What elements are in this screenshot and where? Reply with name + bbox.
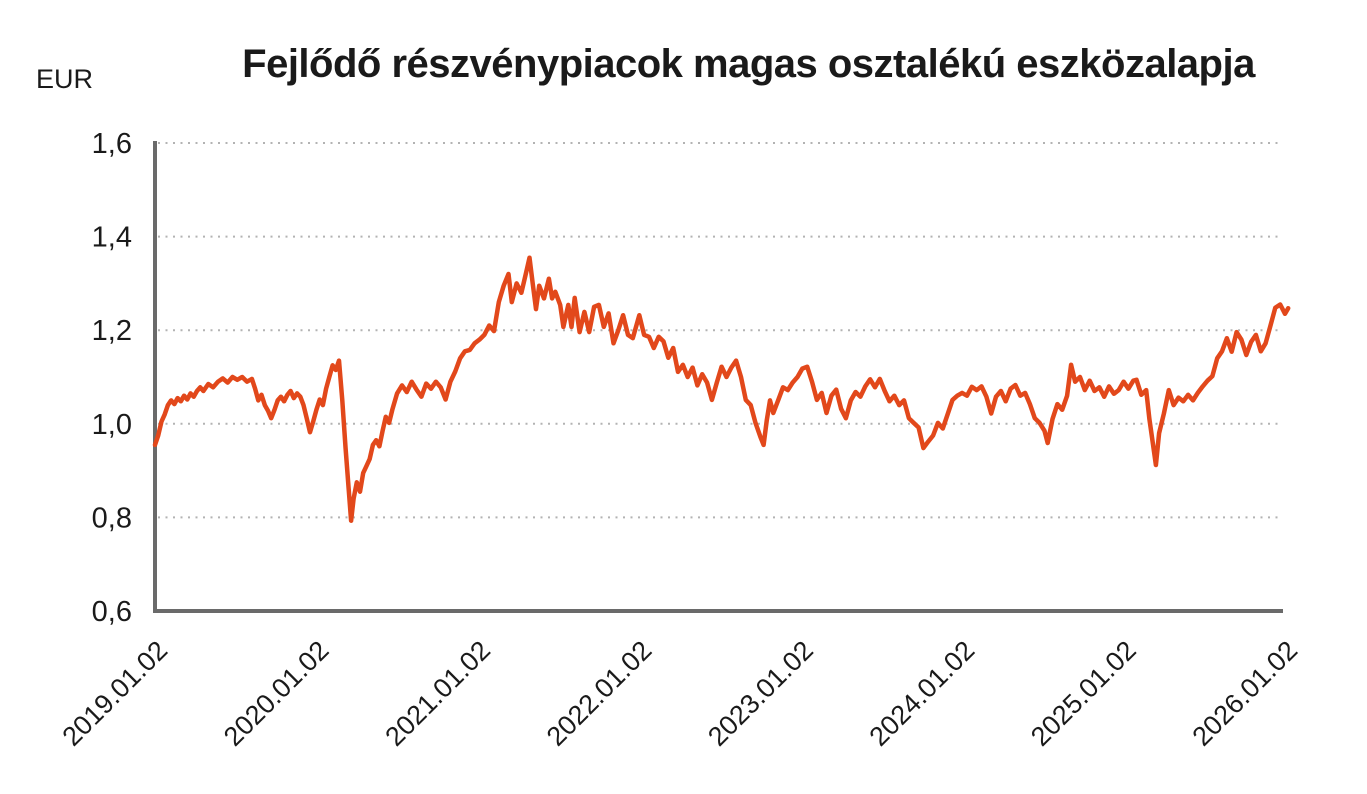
chart-title: Fejlődő részvénypiacok magas osztalékú e… — [242, 42, 1255, 86]
y-tick-label: 0,8 — [92, 502, 132, 534]
y-axis-unit-label: EUR — [36, 64, 94, 94]
y-tick-label: 0,6 — [92, 596, 132, 628]
nav-line-series — [152, 255, 1291, 523]
x-tick-label: 2026.01.02 — [1186, 635, 1303, 752]
x-tick-label: 2023.01.02 — [702, 635, 819, 752]
axis-lines — [153, 141, 1283, 613]
x-tick-label: 2019.01.02 — [56, 635, 173, 752]
x-tick-label: 2024.01.02 — [864, 635, 981, 752]
y-tick-label: 1,6 — [92, 128, 132, 160]
y-tick-label: 1,4 — [92, 222, 132, 254]
y-tick-label: 1,0 — [92, 409, 132, 441]
x-tick-label: 2025.01.02 — [1025, 635, 1142, 752]
y-tick-label: 1,2 — [92, 315, 132, 347]
x-tick-label: 2021.01.02 — [379, 635, 496, 752]
x-tick-label: 2022.01.02 — [541, 635, 658, 752]
x-tick-label: 2020.01.02 — [218, 635, 335, 752]
